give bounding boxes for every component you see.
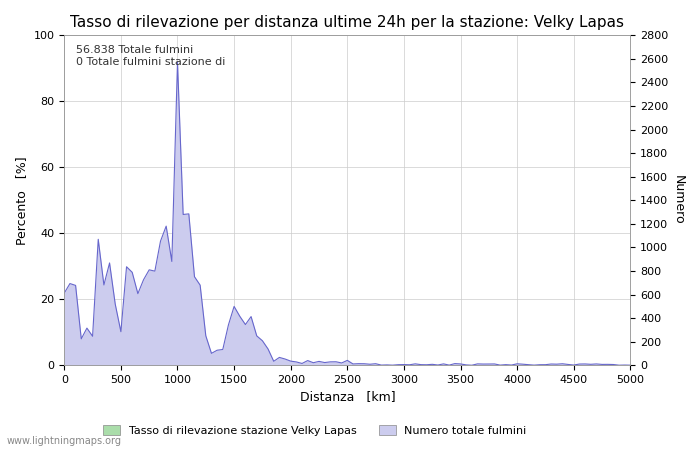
- Text: www.lightningmaps.org: www.lightningmaps.org: [7, 436, 122, 446]
- Title: Tasso di rilevazione per distanza ultime 24h per la stazione: Velky Lapas: Tasso di rilevazione per distanza ultime…: [70, 15, 624, 30]
- Y-axis label: Percento   [%]: Percento [%]: [15, 156, 28, 245]
- Y-axis label: Numero: Numero: [672, 176, 685, 225]
- X-axis label: Distanza   [km]: Distanza [km]: [300, 391, 395, 404]
- Text: 56.838 Totale fulmini
0 Totale fulmini stazione di: 56.838 Totale fulmini 0 Totale fulmini s…: [76, 45, 225, 67]
- Legend: Tasso di rilevazione stazione Velky Lapas, Numero totale fulmini: Tasso di rilevazione stazione Velky Lapa…: [99, 420, 531, 440]
